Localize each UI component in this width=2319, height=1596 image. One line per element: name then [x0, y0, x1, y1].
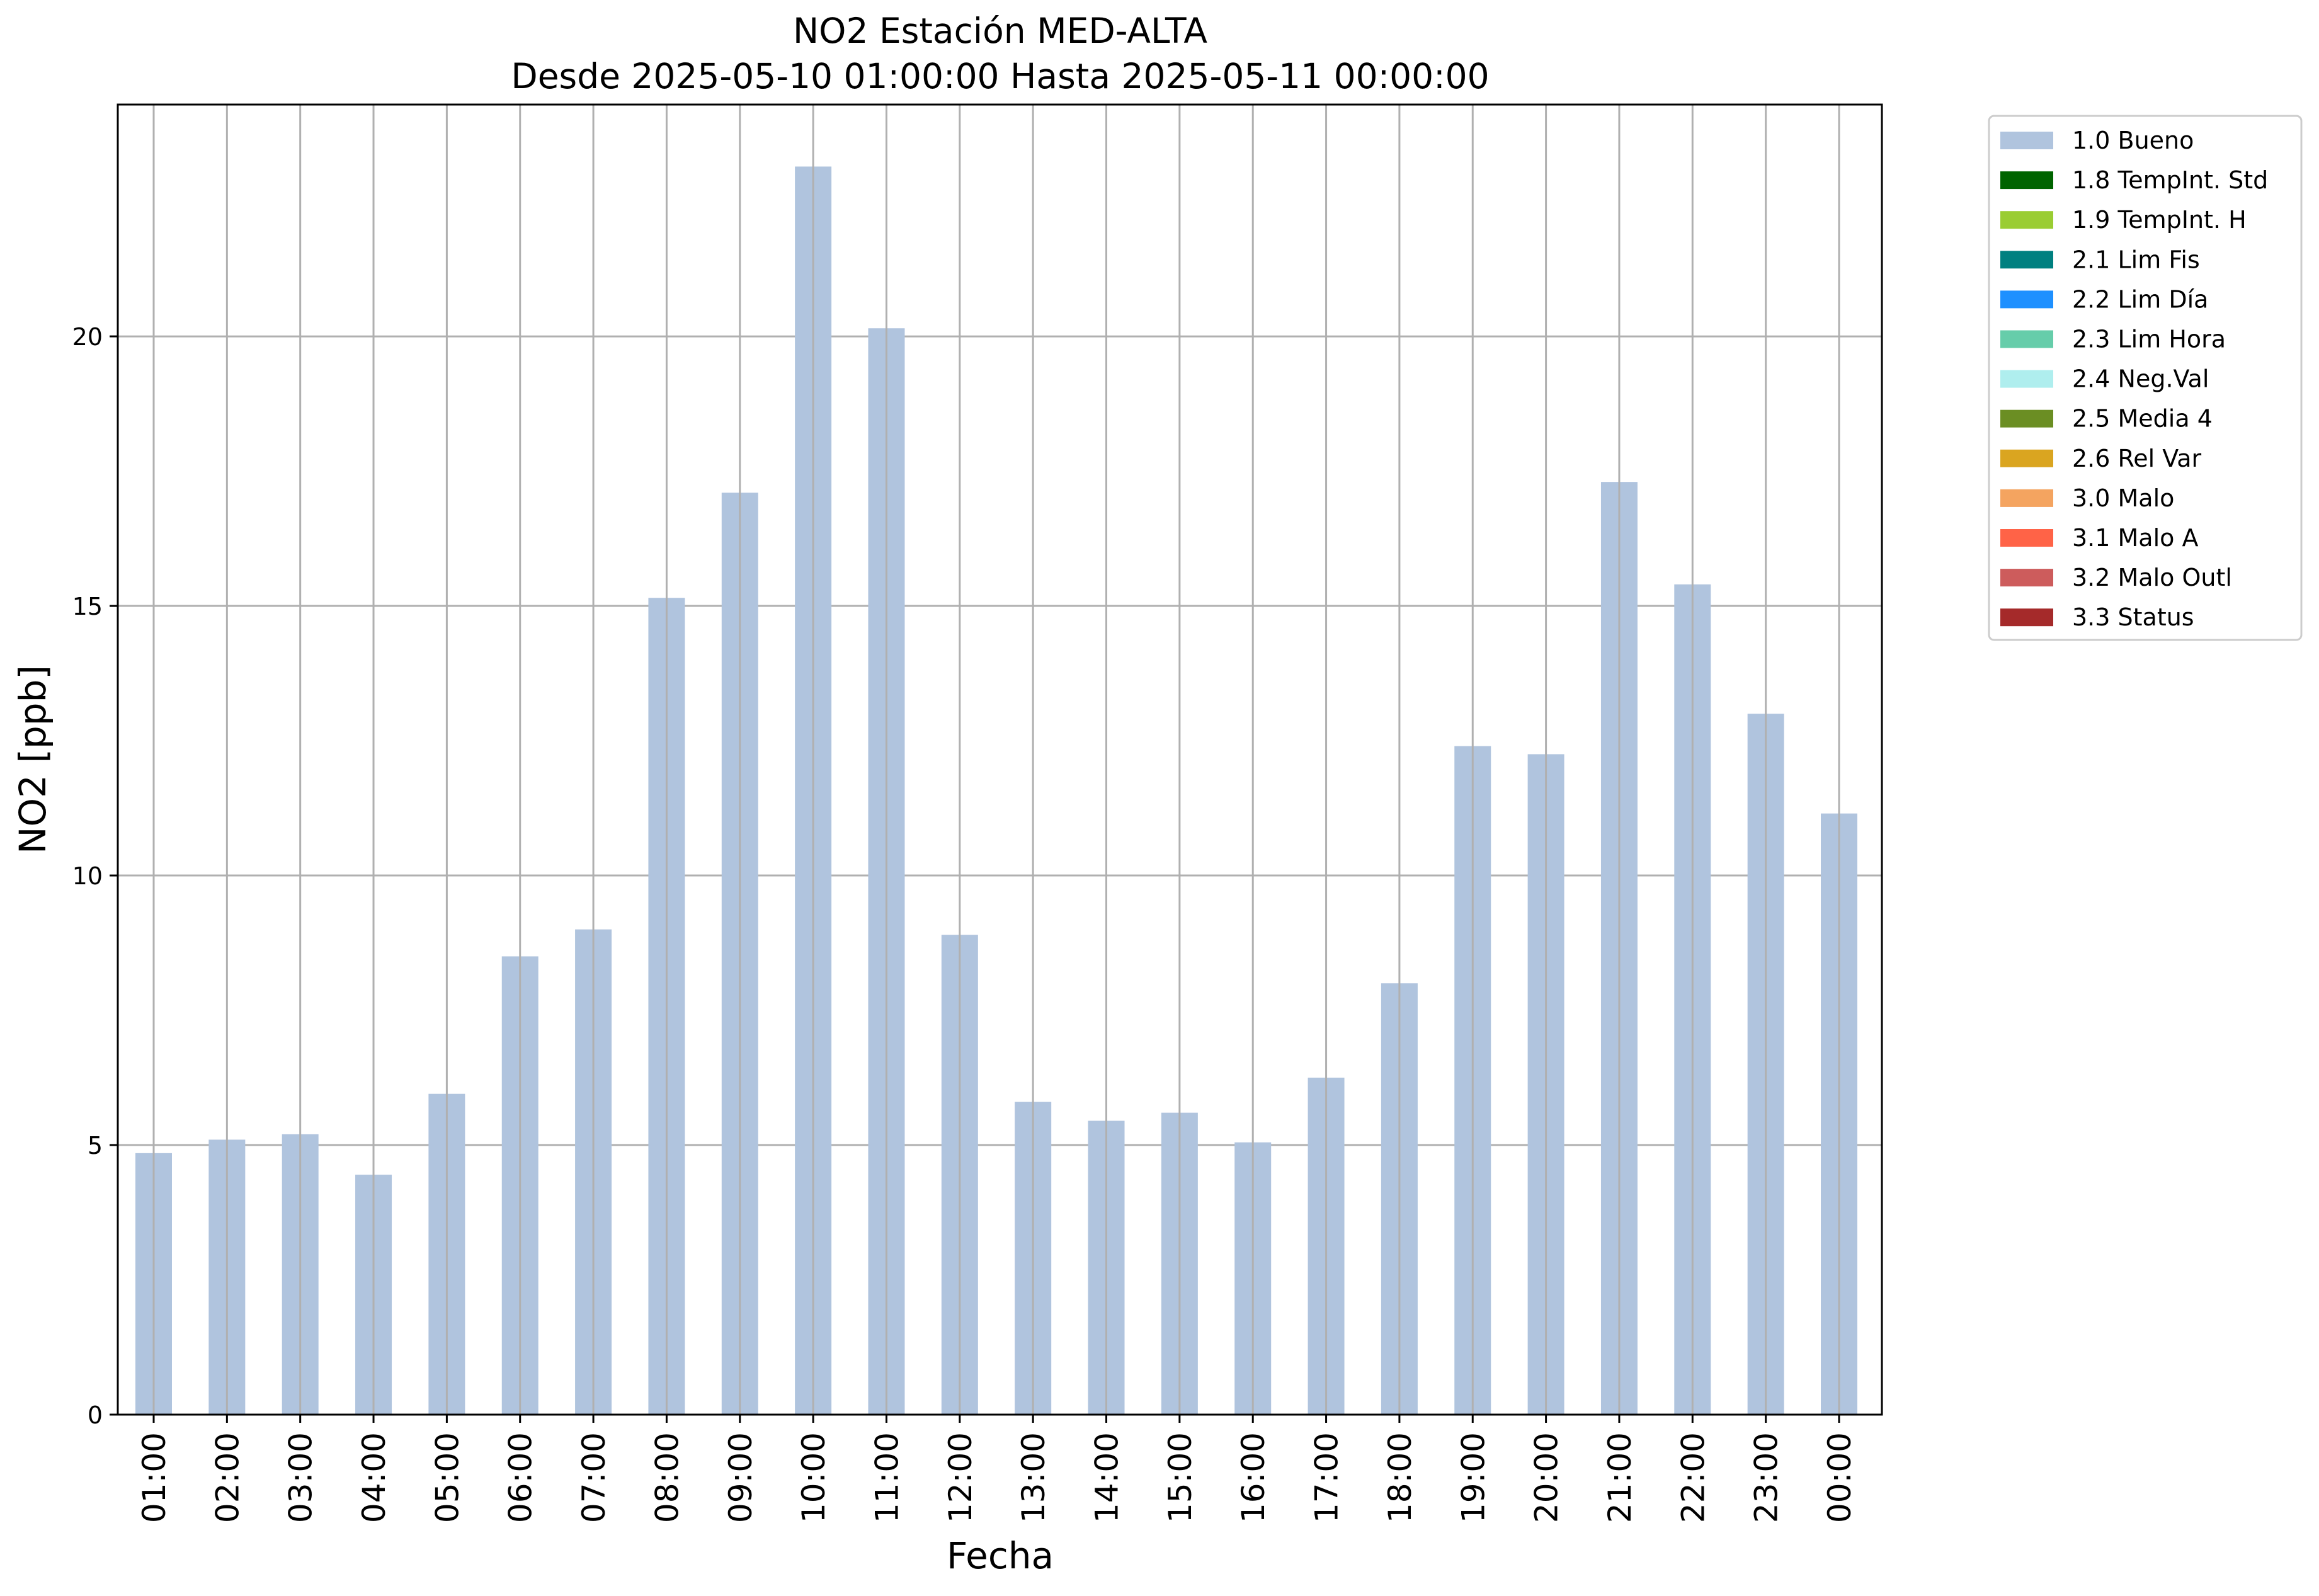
- legend-swatch: [2000, 608, 2053, 627]
- bars: [135, 105, 1857, 1415]
- legend-label: 2.5 Media 4: [2072, 405, 2213, 433]
- legend-label: 1.0 Bueno: [2072, 127, 2194, 154]
- legend-swatch: [2000, 171, 2053, 190]
- legend-swatch: [2000, 370, 2053, 388]
- x-tick-label: 01:00: [136, 1432, 173, 1523]
- x-tick-label: 20:00: [1529, 1432, 1565, 1523]
- x-tick-label: 21:00: [1602, 1432, 1638, 1523]
- y-tick-label: 0: [88, 1401, 103, 1429]
- x-tick-label: 12:00: [942, 1432, 979, 1523]
- legend-label: 1.8 TempInt. Std: [2072, 166, 2268, 194]
- x-axis-label: Fecha: [947, 1534, 1054, 1577]
- legend-label: 3.1 Malo A: [2072, 524, 2198, 552]
- legend-frame: [1988, 115, 2303, 641]
- legend-label: 2.2 Lim Día: [2072, 285, 2208, 313]
- x-tick-label: 00:00: [1821, 1432, 1858, 1523]
- legend-swatch: [2000, 251, 2053, 269]
- x-tick-label: 16:00: [1235, 1432, 1272, 1523]
- legend-swatch: [2000, 449, 2053, 467]
- chart-subtitle: Desde 2025-05-10 01:00:00 Hasta 2025-05-…: [511, 56, 1489, 96]
- x-tick-label: 18:00: [1382, 1432, 1418, 1523]
- legend-swatch: [2000, 529, 2053, 547]
- legend-label: 3.3 Status: [2072, 603, 2194, 631]
- legend: 1.0 Bueno 1.8 TempInt. Std 1.9 TempInt. H 2…: [1988, 115, 2303, 641]
- legend-swatch: [2000, 409, 2053, 428]
- legend-label: 2.3 Lim Hora: [2072, 326, 2226, 353]
- x-axis-ticks: 01:00 02:00 03:00 04:00 05:00 06:00 07:00 08:00…: [136, 1415, 1858, 1523]
- x-tick-label: 19:00: [1455, 1432, 1491, 1523]
- legend-swatch: [2000, 569, 2053, 587]
- x-tick-label: 15:00: [1162, 1432, 1199, 1523]
- legend-swatch: [2000, 290, 2053, 309]
- x-tick-label: 09:00: [722, 1432, 759, 1523]
- x-tick-label: 23:00: [1748, 1432, 1785, 1523]
- x-tick-label: 22:00: [1675, 1432, 1711, 1523]
- x-tick-label: 11:00: [869, 1432, 905, 1523]
- legend-swatch: [2000, 330, 2053, 348]
- legend-label: 3.2 Malo Outl: [2072, 564, 2232, 591]
- x-tick-label: 14:00: [1089, 1432, 1125, 1523]
- y-axis-label: NO2 [ppb]: [11, 665, 54, 854]
- legend-swatch: [2000, 211, 2053, 229]
- y-tick-label: 15: [72, 593, 103, 620]
- x-tick-label: 13:00: [1015, 1432, 1052, 1523]
- x-tick-label: 05:00: [429, 1432, 465, 1523]
- x-tick-label: 06:00: [503, 1432, 539, 1523]
- x-tick-label: 08:00: [649, 1432, 685, 1523]
- y-tick-label: 10: [72, 862, 103, 890]
- plot-frame: [117, 103, 1883, 1416]
- legend-label: 1.9 TempInt. H: [2072, 206, 2247, 234]
- x-tick-label: 17:00: [1309, 1432, 1345, 1523]
- x-tick-label: 07:00: [576, 1432, 612, 1523]
- legend-label: 2.4 Neg.Val: [2072, 365, 2209, 393]
- y-tick-label: 20: [72, 323, 103, 351]
- y-axis-ticks: 0 5 10 15 20: [72, 323, 118, 1429]
- x-tick-label: 04:00: [356, 1432, 392, 1523]
- legend-label: 3.0 Malo: [2072, 484, 2174, 512]
- legend-swatch: [2000, 489, 2053, 507]
- chart-title: NO2 Estación MED-ALTA: [793, 11, 1207, 51]
- legend-swatch: [2000, 132, 2053, 149]
- legend-label: 2.6 Rel Var: [2072, 445, 2202, 472]
- y-tick-label: 5: [88, 1132, 103, 1160]
- x-tick-label: 03:00: [283, 1432, 319, 1523]
- legend-label: 2.1 Lim Fis: [2072, 246, 2200, 273]
- x-tick-label: 02:00: [209, 1432, 246, 1523]
- x-tick-label: 10:00: [795, 1432, 832, 1523]
- grid-lines: [118, 335, 1882, 1146]
